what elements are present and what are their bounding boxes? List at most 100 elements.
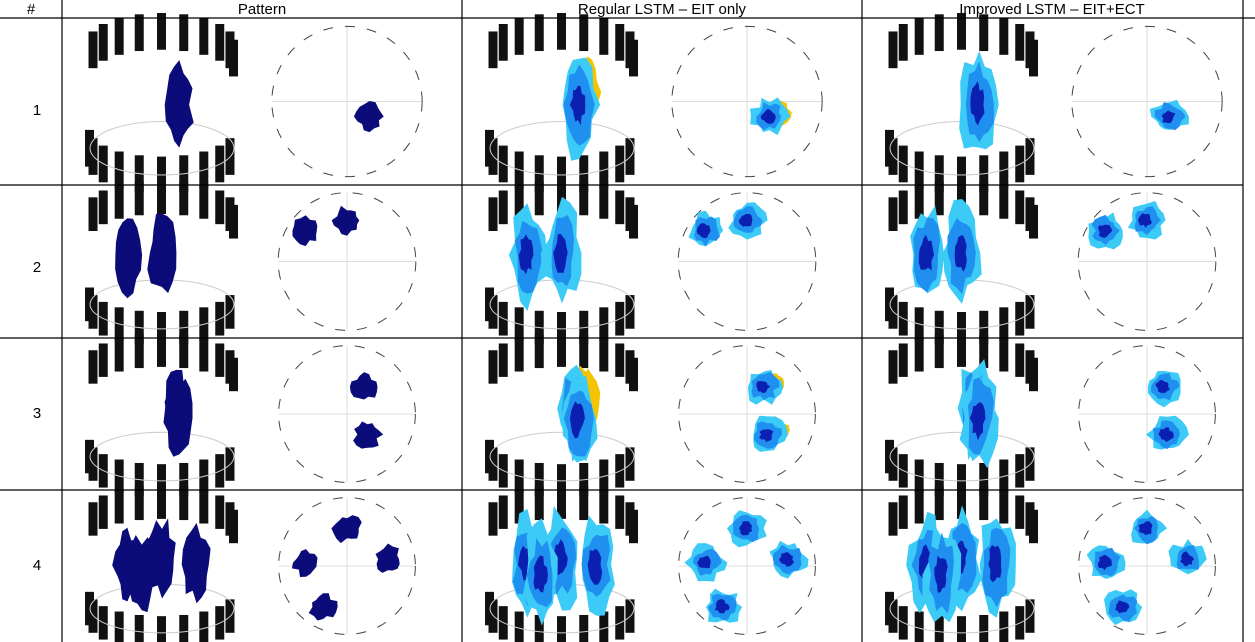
cylinder-bar	[157, 616, 166, 642]
cylinder-bar	[215, 343, 224, 376]
cylinder-bar	[1025, 502, 1034, 535]
cylinder-bar	[579, 182, 588, 216]
cylinder-bar	[215, 495, 224, 528]
blob	[376, 544, 400, 573]
cylinder-bar	[999, 490, 1008, 523]
cylinder-bar	[199, 338, 208, 371]
cylinder-bar	[535, 182, 544, 216]
cylinder-bar	[489, 350, 498, 383]
cylinder-bar	[515, 612, 524, 642]
cylinder-bar	[979, 615, 988, 642]
cylinder-bar	[535, 487, 544, 520]
reconstruction-images	[85, 13, 1222, 642]
cylinder-bar	[179, 335, 188, 368]
cylinder-bar	[999, 185, 1008, 219]
cylinder-bar	[889, 31, 898, 68]
cylinder-bar	[1015, 495, 1024, 528]
row-number: 1	[33, 102, 41, 119]
cylinder-bar	[99, 343, 108, 376]
cylinder-bar	[889, 197, 898, 231]
cylinder-bar	[515, 338, 524, 371]
cylinder-bar	[115, 185, 124, 219]
cylinder-bar	[89, 350, 98, 383]
cylinder-bar	[625, 350, 634, 383]
cylinder-bar	[1025, 31, 1034, 68]
page: # Pattern Regular LSTM – EIT only Improv…	[0, 0, 1255, 642]
cylinder-bar	[89, 197, 98, 231]
cylinder-bar	[135, 14, 144, 51]
cylinder-bar	[115, 612, 124, 642]
cylinder-bar	[225, 350, 234, 383]
cylinder-bar	[489, 502, 498, 535]
cylinder-bar	[615, 343, 624, 376]
row-number: 4	[33, 557, 41, 574]
cylinder-bar	[489, 31, 498, 68]
cylinder-bar	[579, 487, 588, 520]
cylinder-bar	[935, 14, 944, 51]
cylinder-bar	[115, 18, 124, 55]
cylinder-bar	[599, 18, 608, 55]
cylinder-bar	[625, 197, 634, 231]
cylinder-bar	[915, 185, 924, 219]
cylinder-bar	[199, 185, 208, 219]
cylinder-bar	[179, 487, 188, 520]
cylinder-bar	[979, 14, 988, 51]
cylinder-bar	[1025, 350, 1034, 383]
cylinder-bar	[515, 18, 524, 55]
cylinder-bar	[979, 182, 988, 216]
header-cell: Pattern	[238, 1, 286, 18]
cylinder-bar	[199, 612, 208, 642]
cylinder-bar	[179, 615, 188, 642]
blob	[182, 523, 211, 603]
cylinder-bar	[1025, 197, 1034, 231]
cylinder-bar	[179, 14, 188, 51]
blob	[128, 535, 156, 612]
cylinder-bar	[999, 612, 1008, 642]
row-number: 2	[33, 259, 41, 276]
cylinder-bar	[135, 615, 144, 642]
cylinder-bar	[115, 490, 124, 523]
cylinder-bar	[135, 335, 144, 368]
blob	[115, 218, 142, 298]
cylinder-bar	[89, 31, 98, 68]
cylinder-bar	[935, 487, 944, 520]
cylinder-bar	[135, 182, 144, 216]
cylinder-bar	[615, 24, 624, 61]
cylinder-bar	[915, 338, 924, 371]
cylinder-bar	[915, 18, 924, 55]
figure-table: # Pattern Regular LSTM – EIT only Improv…	[0, 0, 1255, 642]
cylinder-bar	[535, 14, 544, 51]
header-cell: #	[27, 1, 36, 18]
cylinder-bar	[1015, 24, 1024, 61]
cylinder-bar	[135, 487, 144, 520]
cylinder-bar	[215, 191, 224, 225]
header-cell: Improved LSTM – EIT+ECT	[959, 1, 1144, 18]
cylinder-bar	[99, 191, 108, 225]
cylinder-bar	[625, 502, 634, 535]
cylinder-bar	[899, 495, 908, 528]
cylinder-bar	[215, 24, 224, 61]
cylinder-bar	[557, 616, 566, 642]
blob	[354, 101, 384, 132]
cylinder-bar	[499, 495, 508, 528]
cylinder-bar	[579, 14, 588, 51]
cylinder-bar	[225, 502, 234, 535]
cylinder-bar	[915, 490, 924, 523]
cylinder-bar	[979, 487, 988, 520]
cylinder-bar	[935, 335, 944, 368]
blob	[353, 421, 383, 448]
cylinder-bar	[89, 502, 98, 535]
cylinder-bar	[225, 31, 234, 68]
cylinder-bar	[999, 338, 1008, 371]
cylinder-bar	[615, 191, 624, 225]
header-cell: Regular LSTM – EIT only	[578, 1, 747, 18]
cylinder-bar	[225, 197, 234, 231]
cylinder-bar	[615, 495, 624, 528]
cylinder-bar	[889, 350, 898, 383]
blob	[988, 545, 1001, 582]
cylinder-bar	[1015, 343, 1024, 376]
cylinder-bar	[599, 490, 608, 523]
cylinder-bar	[899, 191, 908, 225]
blob	[350, 372, 378, 399]
cylinder-bar	[899, 343, 908, 376]
